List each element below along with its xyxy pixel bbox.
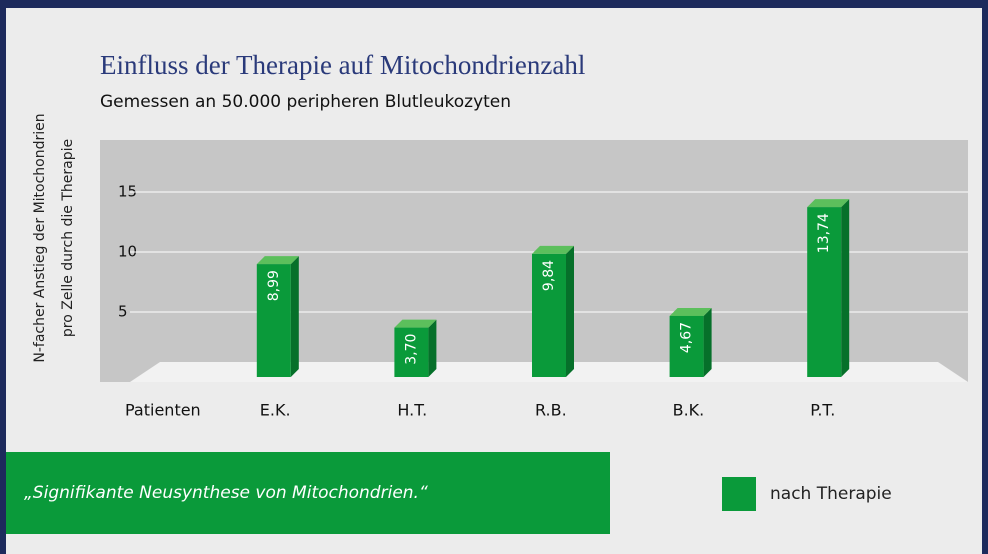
x-tick-label: R.B. xyxy=(535,401,567,420)
annotation: „Signifikante Neusynthese von Mitochondr… xyxy=(24,483,428,503)
annotation-box xyxy=(6,452,610,534)
value-label: 3,70 xyxy=(403,334,419,365)
x-tick-label: H.T. xyxy=(397,401,427,420)
y-tick-label: 15 xyxy=(118,183,137,201)
bar xyxy=(394,327,429,377)
chart-subtitle: Gemessen an 50.000 peripheren Blutleukoz… xyxy=(100,92,511,112)
bar-top xyxy=(256,256,299,265)
bar-top xyxy=(532,245,574,254)
bar xyxy=(807,207,842,377)
x-tick-label: P.T. xyxy=(810,401,835,420)
value-label: 4,67 xyxy=(679,322,695,353)
x-tick-label: B.K. xyxy=(673,401,705,420)
value-label: 9,84 xyxy=(541,260,557,291)
bar-side xyxy=(703,307,712,377)
y-tick-label: 5 xyxy=(118,303,128,321)
y-axis-label: pro Zelle durch die Therapie xyxy=(60,139,76,337)
legend-swatch xyxy=(722,477,756,511)
bar xyxy=(256,264,291,377)
bar-side xyxy=(841,199,850,377)
bar-side xyxy=(566,245,574,377)
bar-side xyxy=(428,319,437,377)
bar xyxy=(532,253,566,377)
bar-top xyxy=(669,307,712,316)
y-axis-label: N-facher Anstieg der Mitochondrien xyxy=(32,113,48,362)
legend-label: nach Therapie xyxy=(770,484,892,504)
value-label: 8,99 xyxy=(266,270,282,301)
bar-side xyxy=(290,256,299,377)
bar-top xyxy=(394,319,437,328)
y-tick-label: 10 xyxy=(118,243,137,261)
value-label: 13,74 xyxy=(816,213,832,253)
bar xyxy=(669,315,704,377)
x-axis-label: Patienten xyxy=(125,401,201,420)
x-tick-label: E.K. xyxy=(260,401,291,420)
chart-title: Einfluss der Therapie auf Mitochondrienz… xyxy=(100,50,585,80)
bar-top xyxy=(807,199,850,208)
